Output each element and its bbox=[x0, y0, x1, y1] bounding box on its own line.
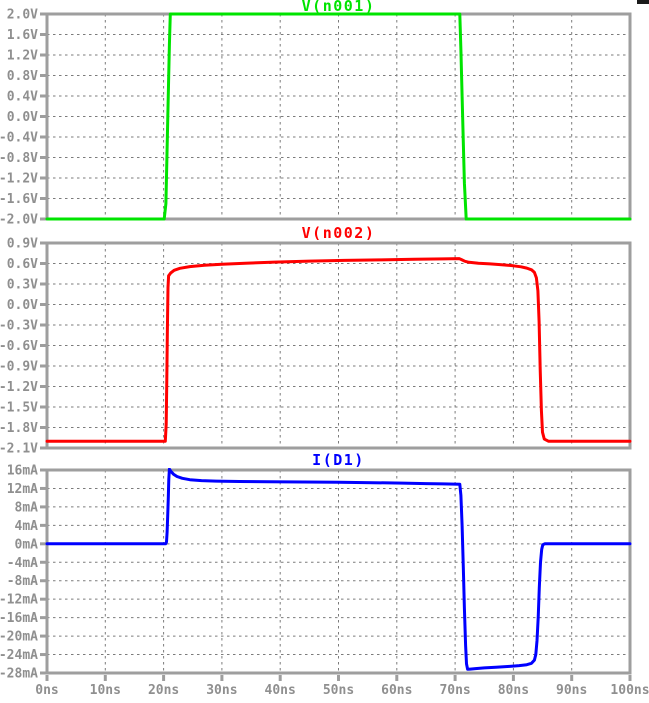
x-tick-label: 80ns bbox=[498, 683, 529, 698]
y-tick-label: 0.8V bbox=[7, 69, 38, 84]
x-tick-label: 100ns bbox=[610, 683, 649, 698]
x-tick-label: 0ns bbox=[35, 683, 58, 698]
y-tick-label: 0.4V bbox=[7, 90, 38, 105]
y-tick-label: 16mA bbox=[7, 464, 38, 479]
y-tick-label: 0.9V bbox=[7, 237, 38, 252]
panel-V(n002)[interactable]: 0.9V 0.6V 0.3V 0.0V -0.3V -0.6V -0.9V -1.2V -1.5… bbox=[0, 237, 632, 457]
y-tick-label: -0.8V bbox=[0, 151, 38, 166]
y-tick-label: -0.6V bbox=[0, 339, 38, 354]
x-tick-label: 30ns bbox=[206, 683, 237, 698]
y-tick-label: -0.9V bbox=[0, 360, 38, 375]
panel-border bbox=[45, 241, 632, 450]
y-tick-label: 0mA bbox=[15, 537, 39, 552]
panel-V(n001)[interactable]: 2.0V 1.6V 1.2V 0.8V 0.4V 0.0V -0.4V -0.8V -1.2V -… bbox=[0, 8, 632, 228]
y-tick-label: -24mA bbox=[0, 648, 38, 663]
y-tick-label: 0.6V bbox=[7, 257, 38, 272]
horizontal-gridlines bbox=[47, 263, 630, 428]
y-axis-labels: 0.9V 0.6V 0.3V 0.0V -0.3V -0.6V -0.9V -1.2V -1.5… bbox=[0, 237, 46, 457]
trace-label-vn002[interactable]: V(n002) bbox=[301, 224, 376, 242]
panel-I(D1)[interactable]: 16mA 12mA 8mA 4mA 0mA -4mA -8mA -12mA -16mA -20mA… bbox=[0, 464, 632, 682]
horizontal-gridlines bbox=[47, 34, 630, 199]
x-tick-label: 60ns bbox=[381, 683, 412, 698]
trace-I(D1)[interactable] bbox=[45, 468, 632, 671]
trace-label-vn001[interactable]: V(n001) bbox=[301, 0, 376, 15]
y-tick-label: -1.2V bbox=[0, 172, 38, 187]
window-edge-artifact bbox=[637, 0, 649, 4]
y-tick-label: -0.4V bbox=[0, 131, 38, 146]
y-tick-label: 8mA bbox=[15, 500, 39, 515]
y-tick-label: 0.3V bbox=[7, 278, 38, 293]
y-axis-labels: 16mA 12mA 8mA 4mA 0mA -4mA -8mA -12mA -16mA -20mA… bbox=[0, 464, 46, 682]
y-tick-label: 0.0V bbox=[7, 298, 38, 313]
y-tick-label: -1.2V bbox=[0, 380, 38, 395]
y-tick-label: -0.3V bbox=[0, 319, 38, 334]
y-tick-label: 0.0V bbox=[7, 110, 38, 125]
trace-V(n002)[interactable] bbox=[45, 257, 632, 443]
y-tick-label: -12mA bbox=[0, 593, 38, 608]
y-tick-label: -20mA bbox=[0, 630, 38, 645]
y-tick-label: -28mA bbox=[0, 667, 38, 682]
trace-label-id1[interactable]: I(D1) bbox=[312, 451, 365, 469]
y-tick-label: -1.8V bbox=[0, 421, 38, 436]
y-tick-label: 12mA bbox=[7, 482, 38, 497]
x-tick-label: 20ns bbox=[148, 683, 179, 698]
y-tick-label: 1.2V bbox=[7, 49, 38, 64]
x-tick-label: 90ns bbox=[556, 683, 587, 698]
vertical-gridlines bbox=[104, 470, 573, 673]
y-tick-label: -8mA bbox=[7, 574, 38, 589]
y-tick-label: 4mA bbox=[15, 519, 39, 534]
x-tick-label: 70ns bbox=[439, 683, 470, 698]
y-tick-label: -16mA bbox=[0, 611, 38, 626]
y-tick-label: -1.6V bbox=[0, 192, 38, 207]
y-tick-label: -2.1V bbox=[0, 442, 38, 457]
y-tick-label: -1.5V bbox=[0, 401, 38, 416]
y-tick-label: 2.0V bbox=[7, 8, 38, 23]
panel-border bbox=[45, 468, 632, 675]
x-tick-label: 50ns bbox=[323, 683, 354, 698]
y-axis-labels: 2.0V 1.6V 1.2V 0.8V 0.4V 0.0V -0.4V -0.8V -1.2V -… bbox=[0, 8, 46, 228]
y-tick-label: -4mA bbox=[7, 556, 38, 571]
y-tick-label: -2.0V bbox=[0, 213, 38, 228]
y-tick-label: 1.6V bbox=[7, 28, 38, 43]
trace-V(n001)[interactable] bbox=[45, 12, 632, 221]
x-axis-labels: 0ns 10ns 20ns 30ns 40ns 50ns 60ns 70ns 80ns 90ns 1… bbox=[35, 675, 649, 698]
x-tick-label: 40ns bbox=[265, 683, 296, 698]
x-tick-label: 10ns bbox=[90, 683, 121, 698]
